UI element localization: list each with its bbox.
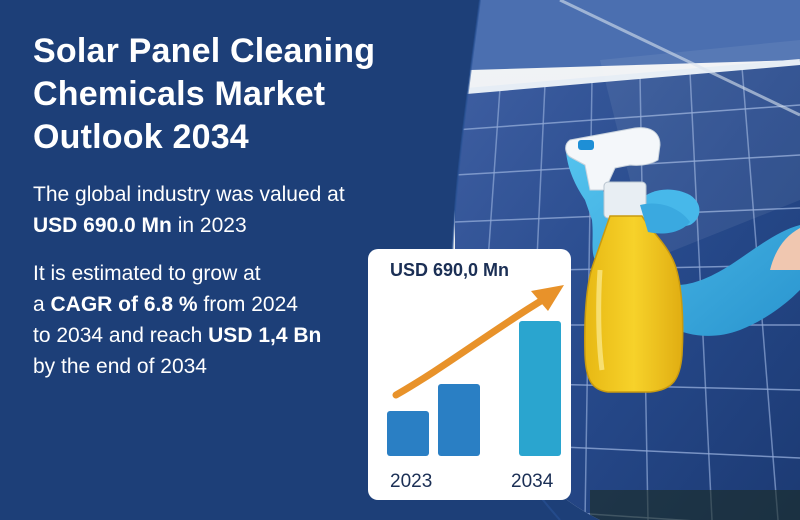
- card-value-label: USD 690,0 Mn: [390, 260, 510, 280]
- text-panel: Solar Panel Cleaning Chemicals Market Ou…: [33, 30, 433, 382]
- year-start: 2023: [390, 471, 433, 492]
- bar-1: [387, 411, 429, 456]
- para2-line-3: to 2034 and reach USD 1,4 Bn: [33, 320, 393, 351]
- page-title: Solar Panel Cleaning Chemicals Market Ou…: [33, 30, 433, 159]
- year-end: 2034: [511, 471, 554, 492]
- bar-3: [519, 321, 561, 456]
- title-line-2: Chemicals Market: [33, 75, 326, 113]
- para2-line-4: by the end of 2034: [33, 355, 207, 378]
- growth-paragraph: It is estimated to grow at a CAGR of 6.8…: [33, 258, 393, 382]
- growth-graphic: [387, 285, 564, 456]
- cagr-value: CAGR of 6.8 %: [50, 293, 198, 316]
- target-value: USD 1,4 Bn: [208, 324, 322, 347]
- growth-arrow: [392, 285, 564, 399]
- bar-2: [438, 384, 480, 456]
- para2-line-1: It is estimated to grow at: [33, 262, 261, 285]
- growth-card: USD 690,0 Mn 2023 2034: [368, 249, 571, 500]
- spray-bottle: [565, 127, 690, 393]
- para1-line-1: The global industry was valued at: [33, 183, 345, 206]
- para1-line-2: USD 690.0 Mn in 2023: [33, 210, 413, 241]
- para1-suffix: in 2023: [171, 214, 247, 237]
- para2-line-2: a CAGR of 6.8 % from 2024: [33, 289, 393, 320]
- market-value: USD 690.0 Mn: [33, 214, 172, 237]
- para2-suffix2: from 2024: [197, 293, 298, 316]
- market-value-paragraph: The global industry was valued at USD 69…: [33, 179, 413, 241]
- title-line-3: Outlook 2034: [33, 118, 249, 156]
- title-line-1: Solar Panel Cleaning: [33, 32, 376, 70]
- para2-prefix3: to 2034 and reach: [33, 324, 209, 347]
- para2-prefix2: a: [33, 293, 51, 316]
